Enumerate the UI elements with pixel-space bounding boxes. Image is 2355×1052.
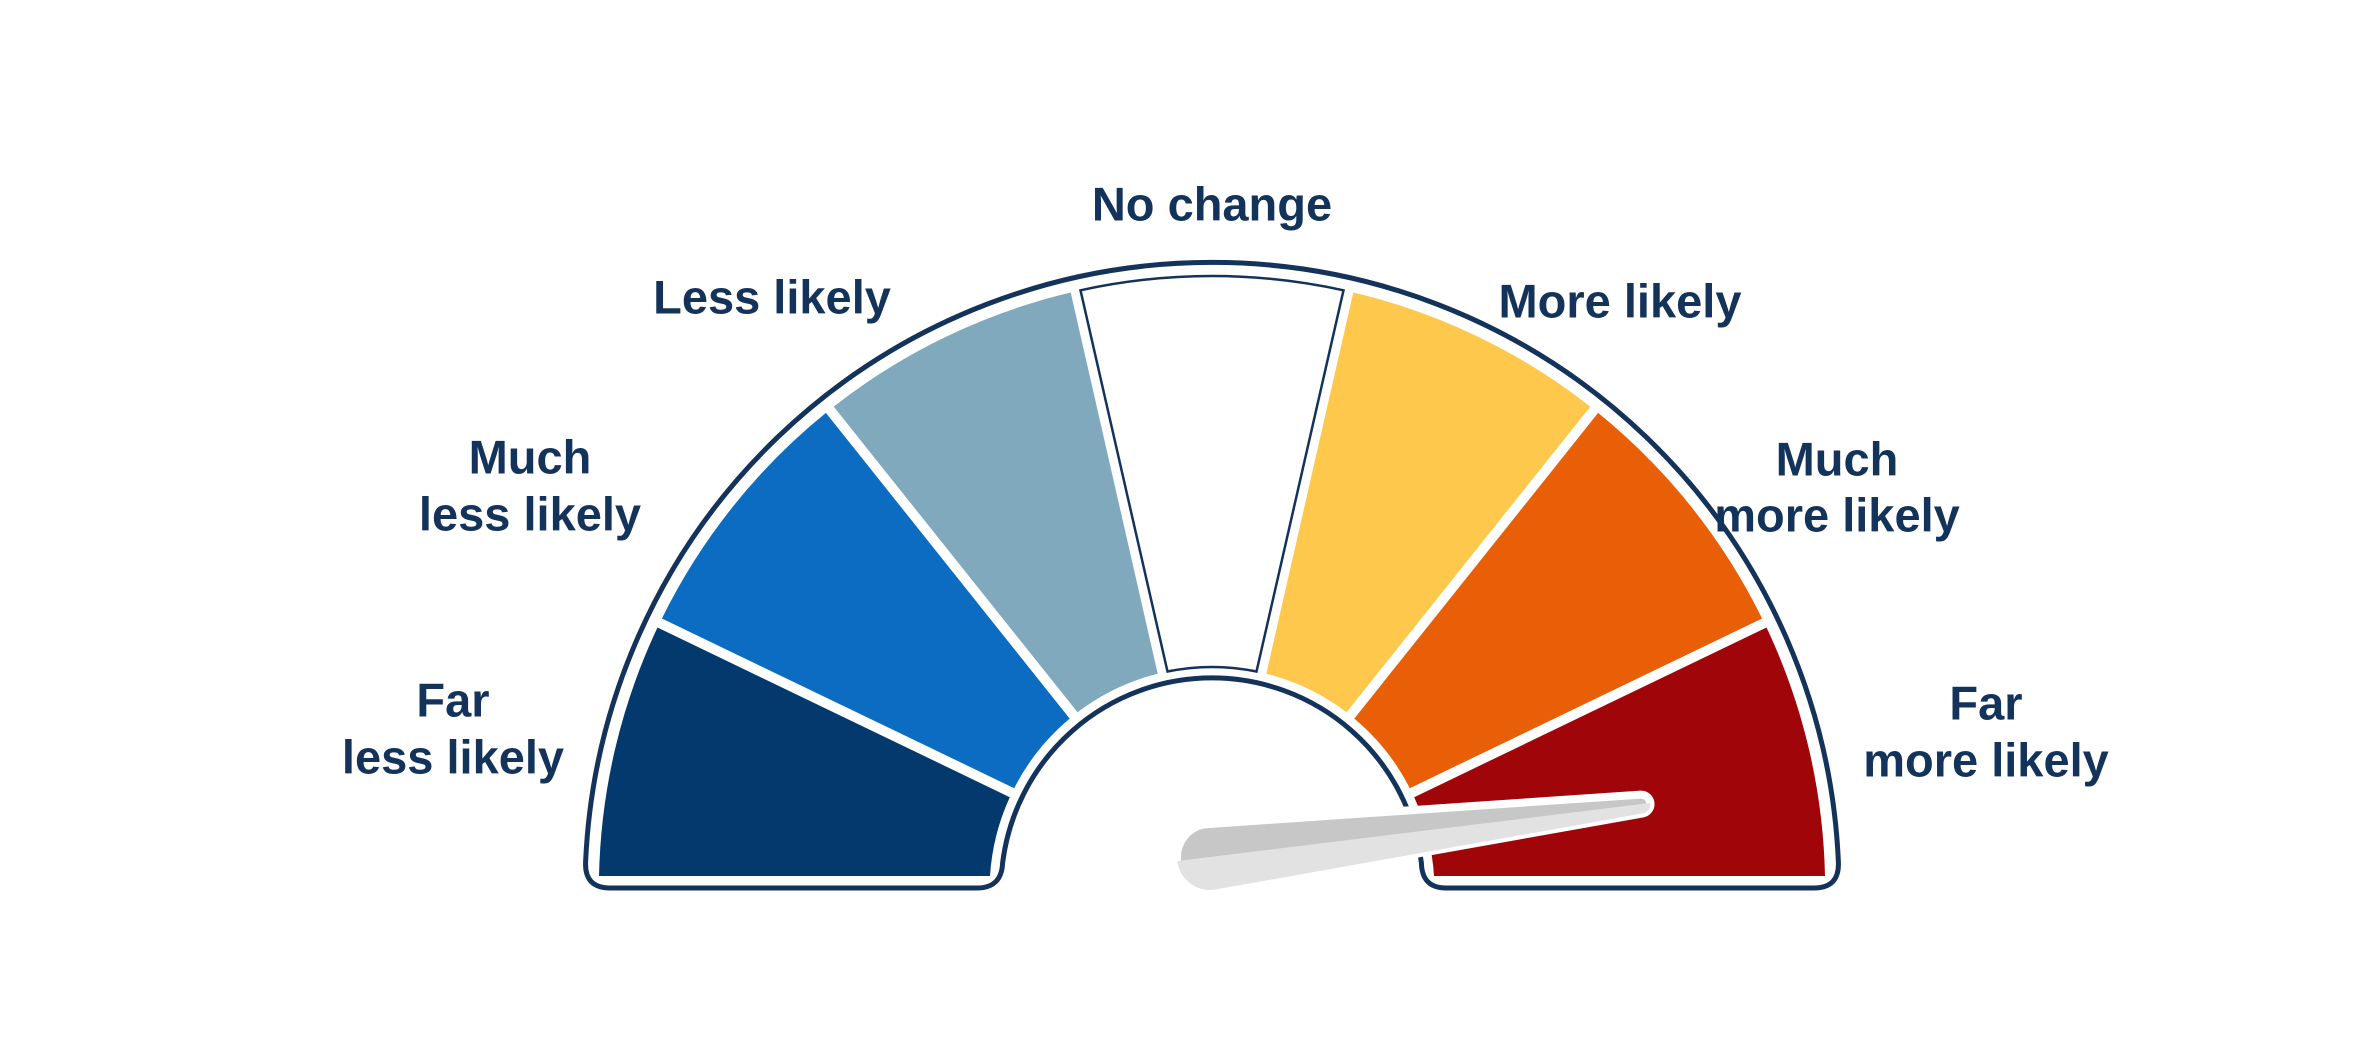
gauge-needle bbox=[1172, 790, 1655, 895]
segment-much-less-likely bbox=[661, 412, 1070, 789]
likelihood-gauge-chart: Far less likely Much less likely Less likely… bbox=[40, 16, 2355, 1036]
segment-far-less-likely bbox=[599, 627, 1010, 876]
segment-less-likely bbox=[833, 292, 1158, 713]
gauge-label-much-more-likely-line-2: more likely bbox=[1714, 489, 1960, 542]
segment-more-likely bbox=[1266, 292, 1591, 713]
gauge-label-less-likely: Less likely bbox=[653, 271, 891, 324]
segment-no-change bbox=[1079, 274, 1345, 673]
gauge-label-far-more-likely-line-2: more likely bbox=[1863, 734, 2109, 787]
gauge-label-much-more-likely-line-1: Much bbox=[1776, 433, 1899, 486]
gauge-label-much-less-likely-line-2: less likely bbox=[419, 488, 641, 541]
gauge-label-no-change: No change bbox=[1092, 178, 1332, 231]
gauge-label-far-less-likely-line-2: less likely bbox=[342, 731, 564, 784]
gauge-outline bbox=[583, 259, 1841, 891]
segment-much-more-likely bbox=[1354, 412, 1763, 789]
gauge-segments bbox=[599, 274, 1825, 876]
gauge-label-far-more-likely-line-1: Far bbox=[1949, 677, 2022, 730]
gauge-label-much-less-likely-line-1: Much bbox=[469, 431, 592, 484]
gauge-label-more-likely: More likely bbox=[1499, 275, 1742, 328]
gauge-label-far-less-likely-line-1: Far bbox=[416, 674, 489, 727]
